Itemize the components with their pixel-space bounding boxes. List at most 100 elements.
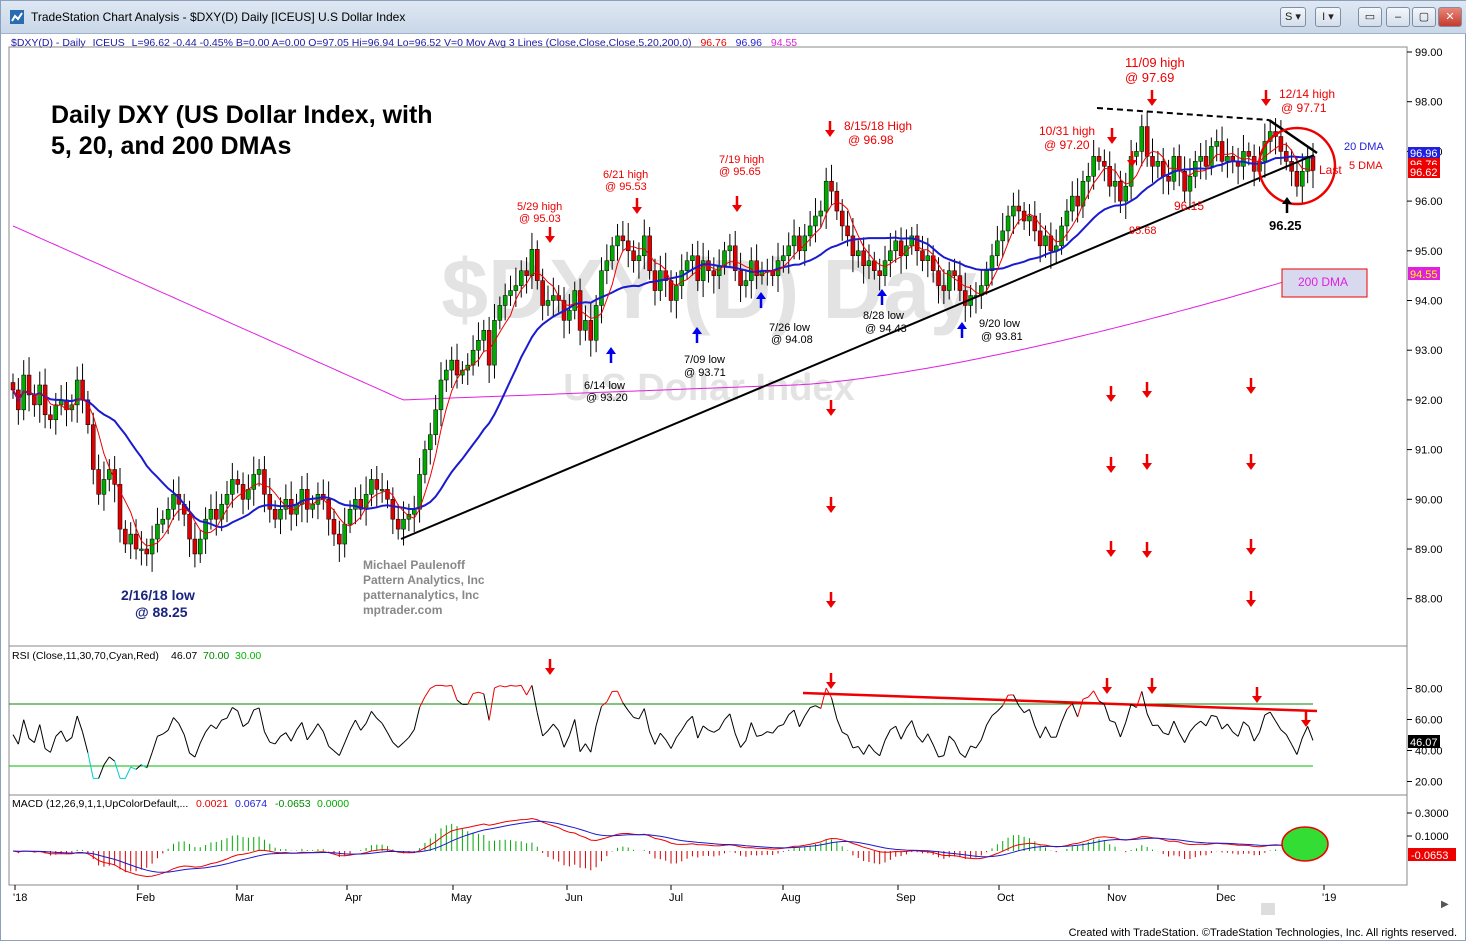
down-arrow-icon [1142, 454, 1152, 470]
candle-body [42, 384, 48, 416]
rsi-segment [536, 712, 544, 737]
rsi-segment [403, 737, 410, 744]
candle-body [679, 270, 684, 286]
price-tick-label: 89.00 [1415, 544, 1443, 556]
rsi-segment [1307, 726, 1314, 741]
rsi-segment [285, 732, 292, 742]
time-tick-label: '19 [1322, 892, 1336, 904]
candle-body [732, 245, 738, 271]
candle-body [117, 484, 123, 530]
rsi-segment [708, 729, 715, 733]
ma5-path [12, 143, 1314, 547]
rsi-segment [424, 688, 431, 698]
anno-614-2: @ 93.20 [586, 392, 628, 404]
minimize-button[interactable]: – [1386, 7, 1410, 27]
anno-726-2: @ 94.08 [771, 334, 813, 346]
rsi-segment [520, 685, 528, 696]
anno-9615: 96.15 [1174, 199, 1204, 213]
rsi-segment [777, 724, 784, 727]
candle-body [1080, 180, 1086, 207]
down-arrow-icon [1106, 457, 1116, 473]
symbol-link-button[interactable]: S ▾ [1280, 7, 1306, 27]
candle-body [1043, 235, 1048, 247]
down-arrow-icon [826, 673, 836, 689]
candle-body [572, 290, 577, 311]
rsi-segment [649, 731, 656, 745]
interval-link-button[interactable]: I ▾ [1315, 7, 1341, 27]
candle-body [984, 270, 989, 286]
candle-body [1123, 185, 1129, 202]
rsi-segment [87, 752, 94, 779]
rsi-segment [322, 731, 330, 747]
close-button[interactable]: ✕ [1438, 7, 1462, 27]
rsi-segment [595, 706, 602, 726]
candle-body [877, 270, 882, 276]
candle-body [497, 305, 503, 321]
up-arrow-icon [606, 347, 616, 363]
rsi-segment [852, 745, 859, 749]
scroll-thumb[interactable] [1261, 903, 1275, 915]
title-bar[interactable]: TradeStation Chart Analysis - $DXY(D) Da… [1, 1, 1466, 34]
rsi-segment [1226, 723, 1234, 733]
rsi-segment [413, 707, 421, 730]
candle-body [144, 548, 149, 555]
candle-body [444, 369, 449, 381]
chart-title-line2: 5, 20, and 200 DMAs [51, 132, 291, 160]
candle-body [315, 494, 321, 505]
down-arrow-icon [545, 227, 555, 243]
rsi-segment [825, 687, 832, 699]
tag-last: 96.62 [1410, 167, 1438, 179]
rsi-segment [135, 764, 142, 770]
candle-body [861, 250, 866, 266]
rsi-segment [633, 716, 640, 720]
candle-body [807, 225, 813, 237]
time-tick-label: Aug [781, 892, 801, 904]
chart-canvas[interactable]: $DXY (D) Day U.S Dollar Index 99.0098.00… [1, 33, 1466, 933]
rsi-segment [1269, 711, 1276, 722]
candle-body [449, 359, 454, 371]
candle-body [963, 290, 968, 306]
rsi-segment [151, 736, 158, 753]
price-tick-label: 90.00 [1415, 494, 1443, 506]
maximize-button[interactable]: ▢ [1412, 7, 1436, 27]
rsi-segment [991, 710, 998, 717]
candle-body [90, 424, 96, 470]
down-arrow-icon [1252, 687, 1262, 703]
candle-body [80, 379, 85, 401]
rsi-segment [515, 684, 522, 687]
rsi-segment [253, 707, 260, 711]
candle-body [540, 280, 545, 306]
candle-body [866, 260, 872, 266]
rsi-segment [1221, 723, 1228, 730]
candle-body [781, 255, 786, 261]
down-arrow-icon [1142, 542, 1152, 558]
rsi-segment [841, 731, 848, 736]
rsi-segment [745, 722, 752, 741]
rsi-segment [702, 725, 709, 731]
candle-body [1305, 156, 1310, 172]
rsi-segment [205, 724, 212, 733]
scroll-right-icon[interactable]: ▶ [1441, 899, 1449, 910]
rsi-segment [478, 691, 484, 695]
candle-body [235, 479, 240, 485]
anno-828-1: 8/28 low [863, 310, 904, 322]
menu-button[interactable]: ▭ [1358, 7, 1382, 27]
rsi-segment [494, 685, 501, 689]
rsi-segment [28, 738, 35, 743]
candle-body [946, 270, 952, 291]
rsi-segment [1125, 704, 1132, 723]
anno-1109-1: 11/09 high [1125, 55, 1185, 70]
last-value-tags: 96.96 96.76 96.62 94.55 [1408, 147, 1440, 281]
rsi-segment [1018, 705, 1025, 713]
candle-body [10, 382, 16, 391]
rsi-segment [1237, 721, 1244, 737]
rsi-segment [697, 725, 704, 739]
macd-tag: -0.0653 [1411, 850, 1448, 862]
rsi-segment [643, 708, 651, 732]
rsi-segment [430, 684, 436, 689]
rsi-segment [269, 741, 276, 745]
down-arrow-icon [826, 400, 836, 416]
down-arrow-icon [825, 121, 835, 137]
down-arrow-icon [1246, 539, 1256, 555]
candle-body [149, 538, 155, 555]
